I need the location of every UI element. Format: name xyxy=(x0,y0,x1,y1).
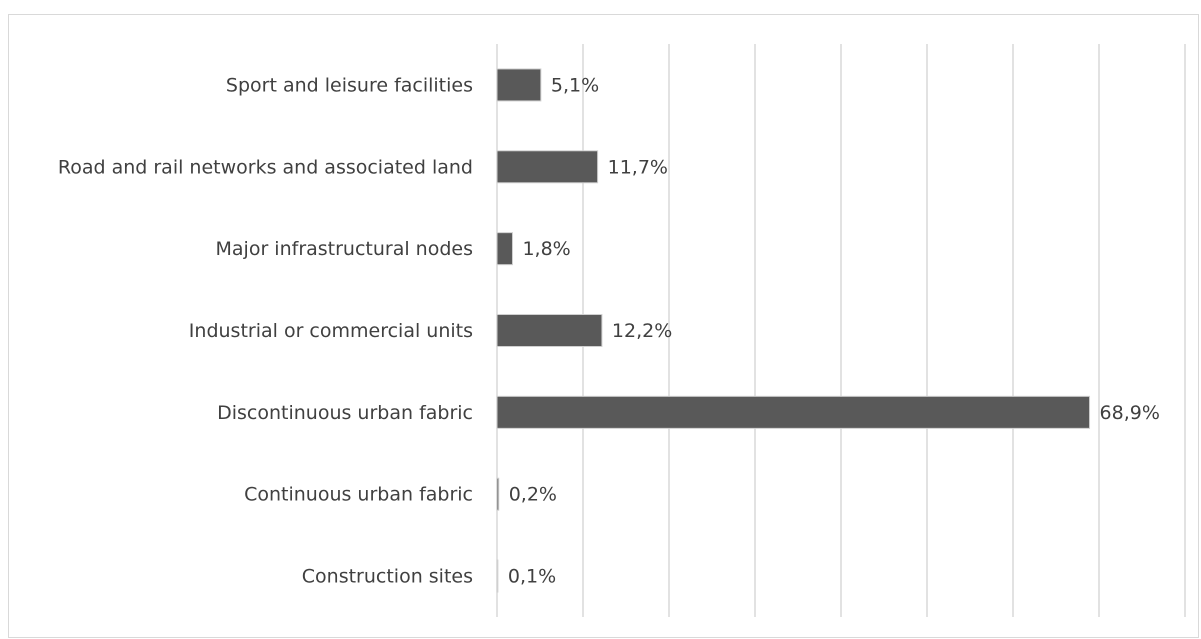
bar xyxy=(496,395,1091,429)
bar xyxy=(496,559,499,593)
data-label: 0,2% xyxy=(509,484,557,506)
data-label: 1,8% xyxy=(522,238,570,260)
bar xyxy=(496,232,513,266)
y-tick-label: Road and rail networks and associated la… xyxy=(58,156,473,178)
y-tick-label: Construction sites xyxy=(302,566,473,588)
y-tick-label: Industrial or commercial units xyxy=(189,320,473,342)
bar xyxy=(496,150,599,184)
bar xyxy=(496,314,603,347)
bar xyxy=(496,477,500,511)
data-label: 0,1% xyxy=(508,566,556,588)
data-label: 68,9% xyxy=(1100,402,1160,424)
chart-frame xyxy=(8,14,1199,638)
y-tick-label: Continuous urban fabric xyxy=(244,484,473,506)
y-tick-label: Major infrastructural nodes xyxy=(216,238,473,260)
y-tick-label: Sport and leisure facilities xyxy=(226,74,473,96)
bar xyxy=(496,68,542,102)
data-label: 11,7% xyxy=(608,156,668,178)
data-label: 5,1% xyxy=(551,74,599,96)
data-label: 12,2% xyxy=(612,320,672,342)
y-tick-label: Discontinuous urban fabric xyxy=(217,402,473,424)
